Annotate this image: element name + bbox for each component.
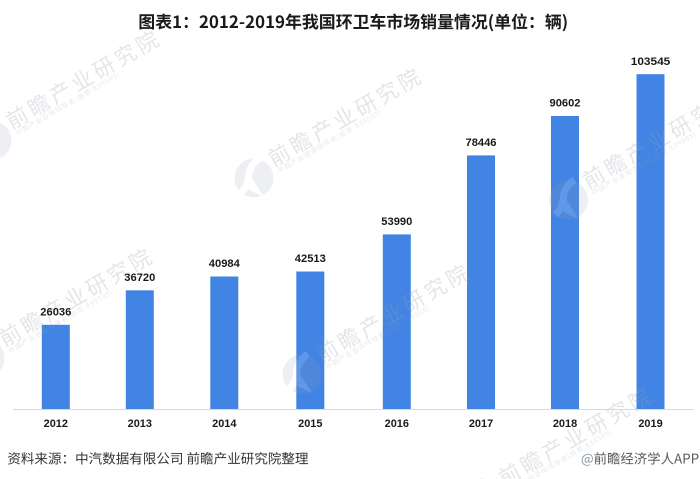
svg-text:103545: 103545 <box>631 56 671 68</box>
svg-text:2019: 2019 <box>638 418 662 430</box>
svg-text:2013: 2013 <box>128 418 152 430</box>
svg-text:2016: 2016 <box>385 418 409 430</box>
svg-text:2014: 2014 <box>212 418 236 430</box>
svg-text:78446: 78446 <box>466 137 497 149</box>
svg-text:2018: 2018 <box>553 418 577 430</box>
svg-text:53990: 53990 <box>381 216 412 228</box>
svg-text:2015: 2015 <box>298 418 322 430</box>
svg-text:36720: 36720 <box>124 272 155 284</box>
svg-text:90602: 90602 <box>550 98 581 110</box>
svg-text:2017: 2017 <box>469 418 493 430</box>
svg-text:26036: 26036 <box>40 307 71 319</box>
svg-text:42513: 42513 <box>295 253 326 265</box>
svg-text:40984: 40984 <box>209 258 241 270</box>
svg-text:2012: 2012 <box>44 418 68 430</box>
